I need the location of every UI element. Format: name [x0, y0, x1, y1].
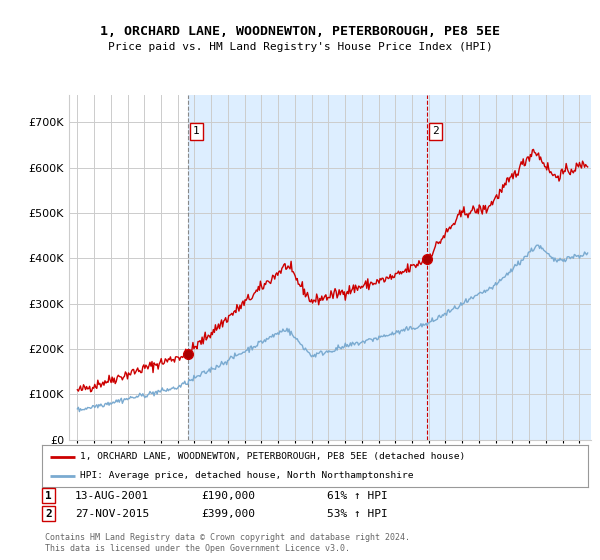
Text: 13-AUG-2001: 13-AUG-2001 — [75, 491, 149, 501]
Text: 61% ↑ HPI: 61% ↑ HPI — [327, 491, 388, 501]
Bar — [427, 95, 591, 440]
Text: Price paid vs. HM Land Registry's House Price Index (HPI): Price paid vs. HM Land Registry's House … — [107, 42, 493, 52]
Text: 1: 1 — [45, 491, 52, 501]
Text: 1, ORCHARD LANE, WOODNEWTON, PETERBOROUGH, PE8 5EE (detached house): 1, ORCHARD LANE, WOODNEWTON, PETERBOROUG… — [80, 452, 466, 461]
Text: £190,000: £190,000 — [201, 491, 255, 501]
Text: 1: 1 — [193, 127, 200, 137]
Text: 2: 2 — [45, 508, 52, 519]
Bar — [188, 95, 427, 440]
Text: Contains HM Land Registry data © Crown copyright and database right 2024.
This d: Contains HM Land Registry data © Crown c… — [45, 533, 410, 553]
Text: HPI: Average price, detached house, North Northamptonshire: HPI: Average price, detached house, Nort… — [80, 472, 414, 480]
Text: £399,000: £399,000 — [201, 508, 255, 519]
Text: 1, ORCHARD LANE, WOODNEWTON, PETERBOROUGH, PE8 5EE: 1, ORCHARD LANE, WOODNEWTON, PETERBOROUG… — [100, 25, 500, 38]
Text: 27-NOV-2015: 27-NOV-2015 — [75, 508, 149, 519]
Text: 53% ↑ HPI: 53% ↑ HPI — [327, 508, 388, 519]
Text: 2: 2 — [432, 127, 439, 137]
